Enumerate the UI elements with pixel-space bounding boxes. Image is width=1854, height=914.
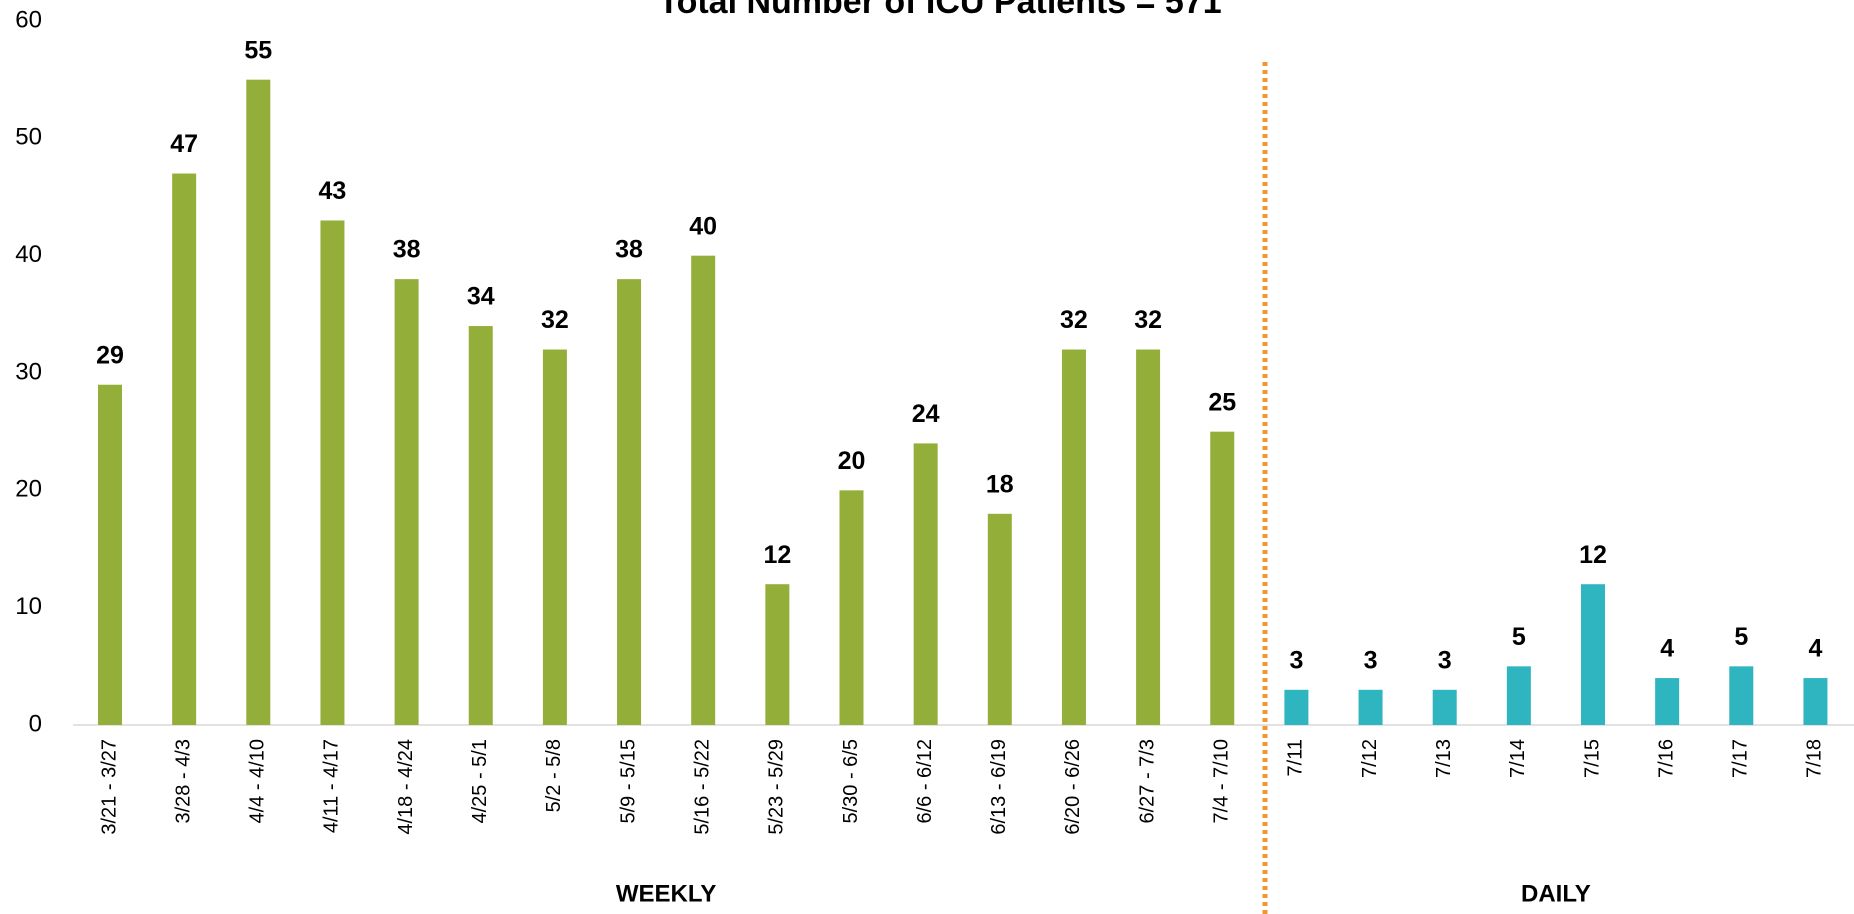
bar (1210, 431, 1235, 725)
x-tick-label: 7/11 (1285, 739, 1307, 776)
x-tick-label: 7/12 (1359, 739, 1381, 778)
data-label: 43 (319, 177, 347, 205)
x-tick-label: 6/20 - 6/26 (1062, 739, 1084, 835)
bar (839, 490, 864, 725)
data-label: 55 (244, 36, 272, 64)
y-tick-label: 40 (15, 241, 42, 268)
x-tick-label: 3/21 - 3/27 (98, 739, 120, 835)
data-label: 32 (1060, 306, 1088, 334)
data-label: 12 (1579, 541, 1607, 569)
bar (1803, 678, 1828, 725)
data-label: 12 (763, 541, 791, 569)
data-label: 4 (1660, 635, 1674, 663)
bar (1136, 349, 1161, 725)
y-tick-label: 50 (15, 124, 42, 151)
x-tick-label: 7/4 - 7/10 (1211, 739, 1233, 824)
y-tick-label: 60 (15, 6, 42, 33)
x-tick-label: 5/30 - 6/5 (840, 739, 862, 824)
data-label: 29 (96, 341, 124, 369)
bar (394, 279, 419, 725)
bar (246, 79, 271, 725)
bar (320, 220, 345, 725)
bar (98, 384, 122, 725)
bar (913, 443, 938, 725)
data-label: 4 (1808, 635, 1822, 663)
y-tick-label: 10 (15, 593, 42, 620)
bar (987, 513, 1012, 725)
data-label: 3 (1364, 646, 1378, 674)
data-label: 3 (1438, 646, 1452, 674)
data-label: 5 (1512, 623, 1526, 651)
x-tick-label: 7/15 (1581, 739, 1603, 778)
x-tick-label: 7/14 (1507, 739, 1529, 778)
x-tick-label: 6/6 - 6/12 (914, 739, 936, 824)
data-label: 38 (615, 236, 643, 264)
x-tick-label: 6/13 - 6/19 (988, 739, 1010, 835)
bar (1358, 689, 1383, 725)
bar (1061, 349, 1086, 725)
bar (468, 326, 493, 725)
bar (1432, 689, 1457, 725)
data-label: 20 (838, 447, 866, 475)
x-tick-label: 3/28 - 4/3 (172, 739, 194, 824)
y-tick-label: 30 (15, 358, 42, 385)
data-label: 5 (1734, 623, 1748, 651)
x-tick-label: 5/2 - 5/8 (543, 739, 565, 812)
x-tick-label: 6/27 - 7/3 (1136, 739, 1158, 824)
data-label: 25 (1208, 388, 1236, 416)
bar (1729, 666, 1754, 725)
x-tick-label: 5/9 - 5/15 (617, 739, 639, 824)
x-tick-label: 4/18 - 4/24 (395, 739, 417, 835)
bar (1284, 689, 1309, 725)
data-label: 47 (170, 130, 198, 158)
group-label: DAILY (1521, 880, 1591, 907)
x-tick-label: 5/23 - 5/29 (766, 739, 788, 835)
x-tick-label: 4/25 - 5/1 (469, 739, 491, 824)
data-label: 24 (912, 400, 940, 428)
bar (1581, 584, 1605, 725)
x-tick-label: 7/13 (1433, 739, 1455, 778)
bar (765, 584, 790, 725)
bar (617, 279, 642, 725)
data-label: 32 (541, 306, 569, 334)
data-label: 18 (986, 470, 1014, 498)
chart-title: Total Number of ICU Patients = 571 (658, 0, 1221, 21)
group-label: WEEKLY (616, 880, 716, 907)
bar (542, 349, 567, 725)
y-tick-label: 20 (15, 476, 42, 503)
data-label: 34 (467, 283, 495, 311)
x-tick-label: 4/11 - 4/17 (321, 739, 343, 833)
x-tick-label: 4/4 - 4/10 (247, 739, 269, 824)
x-tick-label: 7/16 (1655, 739, 1677, 778)
bar (1506, 666, 1531, 725)
x-tick-label: 5/16 - 5/22 (691, 739, 713, 835)
bar (172, 173, 197, 726)
data-label: 38 (393, 236, 421, 264)
data-label: 3 (1289, 646, 1303, 674)
data-label: 40 (689, 212, 717, 240)
bar (691, 255, 716, 725)
x-tick-label: 7/17 (1730, 739, 1752, 778)
y-tick-label: 0 (29, 710, 42, 737)
x-tick-label: 7/18 (1804, 739, 1826, 778)
bar (1655, 678, 1680, 725)
data-label: 32 (1134, 306, 1162, 334)
